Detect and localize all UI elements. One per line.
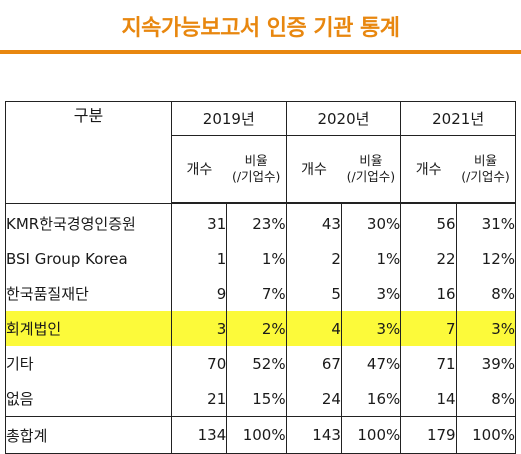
cell-count: 31 [170,203,228,241]
cell-count: 143 [285,416,342,454]
row-label: BSI Group Korea [5,241,172,276]
cell-count: 43 [285,203,342,241]
table-row: 기타 70 52% 67 47% 71 39% [5,346,517,381]
cell-count: 21 [170,381,228,417]
row-label: 총합계 [5,416,172,454]
header-count: 개수 [400,135,457,204]
cell-count: 179 [400,416,457,454]
cell-count: 71 [400,346,457,381]
header-year-2021: 2021년 [400,101,516,136]
header-year-2019: 2019년 [170,101,287,136]
cell-count: 5 [285,276,342,311]
row-label: 기타 [5,346,172,381]
cell-rate: 47% [340,346,402,381]
cell-count: 1 [170,241,228,276]
cell-count: 24 [285,381,342,417]
cell-count: 9 [170,276,228,311]
cell-count: 67 [285,346,342,381]
cell-rate: 3% [340,311,402,346]
header-count: 개수 [170,135,227,204]
cell-rate: 52% [226,346,287,381]
cell-rate: 100% [226,416,287,454]
cell-rate: 30% [340,203,402,241]
row-label: KMR한국경영인증원 [5,203,172,241]
cell-rate: 3% [340,276,402,311]
cell-count: 7 [400,311,457,346]
header-rate: 비율 (/기업수) [341,135,402,204]
row-label: 없음 [5,381,172,417]
cell-count: 2 [285,241,342,276]
table-row: BSI Group Korea 1 1% 2 1% 22 12% [5,241,517,276]
table-row: 없음 21 15% 24 16% 14 8% [5,381,517,417]
cell-count: 4 [285,311,342,346]
cell-count: 134 [170,416,228,454]
cell-rate: 8% [455,276,517,311]
row-label: 한국품질재단 [5,276,172,311]
cell-rate: 31% [455,203,517,241]
header-year-2020: 2020년 [285,101,402,136]
cell-rate: 7% [226,276,287,311]
table-row-total: 총합계 134 100% 143 100% 179 100% [5,416,517,454]
certification-stats-table: 구분 2019년 2020년 2021년 개수 비율 (/기업수) 개수 비율 (/… [5,101,517,454]
cell-count: 22 [400,241,457,276]
cell-rate: 100% [455,416,517,454]
cell-rate: 8% [455,381,517,417]
row-label: 회계법인 [5,311,172,346]
cell-count: 3 [170,311,228,346]
cell-rate: 1% [226,241,287,276]
cell-rate: 1% [340,241,402,276]
cell-rate: 15% [226,381,287,417]
header-category: 구분 [5,101,172,204]
cell-count: 56 [400,203,457,241]
cell-rate: 23% [226,203,287,241]
cell-rate: 2% [226,311,287,346]
cell-count: 16 [400,276,457,311]
header-count: 개수 [285,135,342,204]
cell-rate: 12% [455,241,517,276]
cell-rate: 100% [340,416,402,454]
title-divider [0,50,521,54]
table-row: 한국품질재단 9 7% 5 3% 16 8% [5,276,517,311]
header-rate: 비율 (/기업수) [226,135,287,204]
table-row: 회계법인 3 2% 4 3% 7 3% [5,311,517,346]
header-rate: 비율 (/기업수) [456,135,517,204]
table-row: KMR한국경영인증원 31 23% 43 30% 56 31% [5,203,517,241]
cell-rate: 16% [340,381,402,417]
page-title: 지속가능보고서 인증 기관 통계 [121,16,400,41]
cell-rate: 39% [455,346,517,381]
cell-rate: 3% [455,311,517,346]
cell-count: 14 [400,381,457,417]
cell-count: 70 [170,346,228,381]
